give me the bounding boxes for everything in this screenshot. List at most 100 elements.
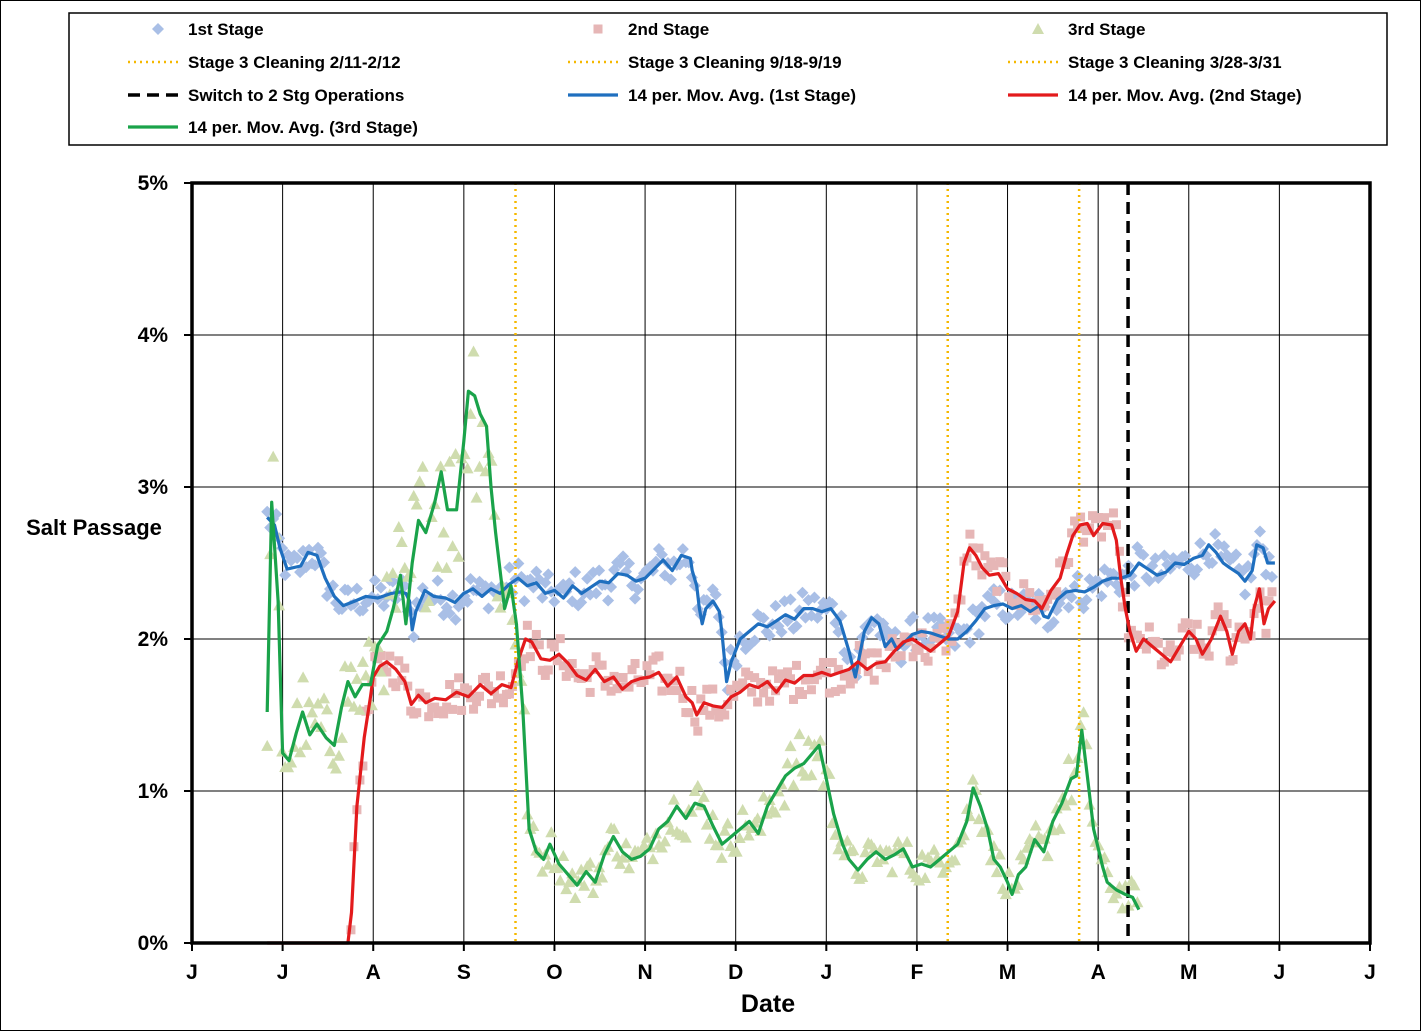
scatter-point xyxy=(1137,549,1150,562)
scatter-point xyxy=(534,640,544,650)
scatter-point xyxy=(368,574,381,587)
scatter-point xyxy=(430,702,440,712)
scatter-point xyxy=(983,563,993,573)
scatter-point xyxy=(1111,520,1121,530)
scatter-point xyxy=(747,687,757,697)
scatter-point xyxy=(503,561,516,574)
scatter-point xyxy=(750,673,760,683)
scatter-point xyxy=(1183,619,1193,629)
scatter-point xyxy=(972,813,985,825)
scatter-point xyxy=(1213,602,1223,612)
x-axis-title: Date xyxy=(741,990,795,1018)
scatter-point xyxy=(542,568,555,581)
scatter-point xyxy=(675,666,685,676)
scatter-point xyxy=(1192,619,1202,629)
scatter-point xyxy=(1080,593,1093,606)
scatter-point xyxy=(1210,610,1220,620)
scatter-point xyxy=(1153,638,1163,648)
scatter-point xyxy=(827,658,837,668)
scatter-point xyxy=(466,693,476,703)
scatter-point xyxy=(452,550,465,562)
scatter-point xyxy=(1222,618,1232,628)
scatter-point xyxy=(1128,879,1141,891)
x-tick-label: F xyxy=(911,961,924,984)
scatter-point xyxy=(1094,513,1104,523)
scatter-point xyxy=(726,684,736,694)
scatter-point xyxy=(937,866,950,878)
scatter-point xyxy=(600,681,610,691)
scatter-point xyxy=(763,629,776,642)
scatter-point xyxy=(805,769,818,781)
scatter-point xyxy=(400,663,410,673)
scatter-point xyxy=(475,691,485,701)
scatter-point xyxy=(608,822,621,834)
scatter-point xyxy=(1237,625,1247,635)
scatter-point xyxy=(563,876,576,888)
scatter-point xyxy=(657,686,667,696)
scatter-point xyxy=(584,856,597,868)
scatter-point xyxy=(561,671,571,681)
scatter-point xyxy=(842,671,852,681)
scatter-point xyxy=(672,686,682,696)
scatter-point xyxy=(923,656,933,666)
scatter-point xyxy=(398,561,411,573)
x-tick-label: A xyxy=(366,961,381,984)
scatter-point xyxy=(854,640,864,650)
scatter-point xyxy=(516,661,526,671)
scatter-point xyxy=(1002,611,1015,624)
scatter-point xyxy=(941,646,951,656)
scatter-point xyxy=(618,672,628,682)
scatter-point xyxy=(775,626,788,639)
scatter-point xyxy=(787,779,800,791)
scatter-point xyxy=(321,703,334,715)
moving-average-lines xyxy=(265,389,1277,945)
scatter-point xyxy=(678,693,688,703)
scatter-point xyxy=(860,649,870,659)
scatter-point xyxy=(632,583,645,596)
scatter-point xyxy=(655,841,668,853)
scatter-point xyxy=(431,574,444,587)
scatter-point xyxy=(495,671,505,681)
scatter-point xyxy=(606,686,616,696)
scatter-point xyxy=(341,695,354,707)
scatter-point xyxy=(1144,622,1154,632)
legend: 1st Stage 2nd Stage 3rd Stage Stage 3 Clean… xyxy=(68,12,1388,146)
scatter-point xyxy=(629,592,642,605)
scatter-point xyxy=(359,669,372,681)
scatter-point xyxy=(1108,508,1118,518)
scatter-point xyxy=(781,757,794,769)
scatter-point xyxy=(947,636,957,646)
scatter-point xyxy=(413,475,426,487)
scatter-point xyxy=(971,561,981,571)
scatter-point xyxy=(934,856,947,868)
scatter-point xyxy=(329,762,342,774)
scatter-point xyxy=(306,706,319,718)
scatter-point xyxy=(267,450,280,462)
scatter-point xyxy=(596,871,609,883)
scatter-point xyxy=(793,728,806,740)
scatter-point xyxy=(856,871,869,883)
scatter-point xyxy=(872,648,882,658)
scatter-point xyxy=(786,674,796,684)
scatter-point xyxy=(1177,623,1187,633)
scatter-point xyxy=(391,682,401,692)
scatter-point xyxy=(684,708,694,718)
legend-label: 14 per. Mov. Avg. (3rd Stage) xyxy=(188,118,418,137)
scatter-point xyxy=(691,779,704,791)
scatter-point xyxy=(623,557,636,570)
scatter-point xyxy=(291,697,304,709)
scatter-point xyxy=(542,858,555,870)
scatter-point xyxy=(1162,647,1172,657)
scatter-point xyxy=(617,550,630,563)
scatter-point xyxy=(540,670,550,680)
scatter-point xyxy=(1135,634,1145,644)
scatter-point xyxy=(457,705,467,715)
scatter-point xyxy=(980,551,990,561)
scatter-point xyxy=(431,560,444,572)
scatter-point xyxy=(1052,587,1062,597)
scatter-point xyxy=(335,731,348,743)
scatter-point xyxy=(1065,794,1078,806)
scatter-point xyxy=(374,581,387,594)
x-tick-label: M xyxy=(999,961,1017,984)
scatter-point xyxy=(711,706,721,716)
